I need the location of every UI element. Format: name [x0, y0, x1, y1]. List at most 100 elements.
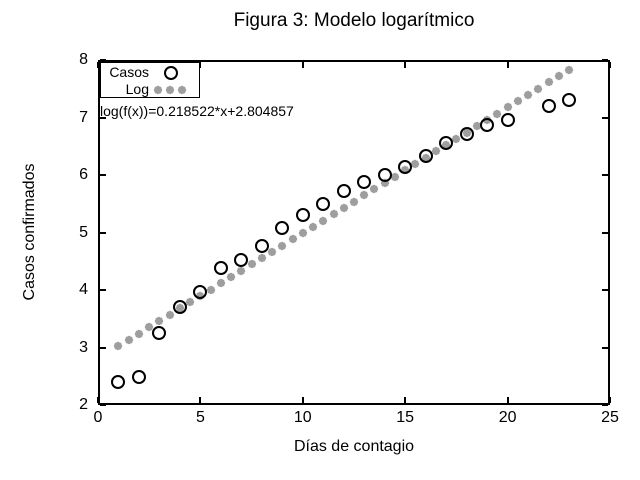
log-fit-dot — [360, 191, 368, 199]
y-tick-mark — [100, 346, 106, 349]
data-point-casos — [152, 325, 167, 340]
y-tick-label: 8 — [79, 51, 88, 68]
data-point-casos — [439, 136, 454, 151]
legend-label-log: Log — [125, 81, 149, 97]
y-axis-label: Casos confirmados — [21, 163, 38, 301]
y-tick-label: 5 — [79, 223, 88, 241]
x-tick-mark-top — [404, 62, 407, 68]
x-tick-mark — [404, 397, 407, 403]
data-point-casos — [418, 149, 433, 164]
log-fit-dot — [514, 97, 522, 105]
x-tick-mark-top — [199, 62, 202, 68]
data-point-casos — [131, 370, 146, 385]
y-tick-mark — [100, 59, 106, 61]
log-fit-dot — [370, 185, 378, 193]
data-point-casos — [193, 285, 208, 300]
y-tick-mark-right — [602, 116, 608, 119]
log-fit-dot — [155, 317, 163, 325]
y-tick-mark-right — [602, 59, 608, 61]
x-tick-mark — [301, 397, 304, 403]
log-fit-dot — [545, 78, 553, 86]
log-fit-dot — [299, 229, 307, 237]
y-tick-mark — [100, 116, 106, 119]
log-marker-icon — [154, 86, 162, 94]
log-fit-dot — [432, 147, 440, 155]
x-tick-label: 5 — [195, 409, 205, 426]
data-point-casos — [295, 208, 310, 223]
data-point-casos — [254, 239, 269, 254]
log-fit-dot — [524, 91, 532, 99]
x-tick-mark — [506, 397, 509, 403]
log-fit-dot — [125, 336, 133, 344]
log-fit-dot — [166, 311, 174, 319]
log-fit-dot — [504, 103, 512, 111]
x-tick-mark — [199, 397, 202, 403]
x-tick-label: 20 — [498, 409, 517, 426]
data-point-casos — [459, 127, 474, 142]
y-tick-mark — [100, 174, 106, 176]
log-fit-dot — [493, 110, 501, 118]
log-fit-dot — [135, 330, 143, 338]
chart-title: Figura 3: Modelo logarítmico — [233, 10, 475, 31]
x-tick-label: 25 — [601, 409, 619, 426]
log-fit-dot — [248, 260, 256, 268]
log-marker-icon — [178, 86, 186, 94]
log-fit-dot — [340, 204, 348, 212]
casos-marker-icon — [164, 66, 178, 80]
y-tick-label: 2 — [79, 396, 88, 413]
log-fit-dot — [473, 122, 481, 130]
data-point-casos — [316, 196, 331, 211]
data-point-casos — [562, 93, 577, 108]
log-fit-dot — [452, 135, 460, 143]
y-tick-mark-right — [602, 346, 608, 349]
data-point-casos — [500, 112, 515, 127]
data-point-casos — [111, 375, 126, 389]
data-point-casos — [172, 299, 187, 314]
log-fit-dot — [268, 248, 276, 256]
log-fit-dot — [278, 242, 286, 250]
log-fit-dot — [227, 273, 235, 281]
data-point-casos — [213, 261, 228, 276]
data-point-casos — [357, 175, 372, 190]
x-axis-label: Días de contagio — [293, 438, 415, 455]
y-tick-mark — [100, 289, 106, 291]
log-fit-dot — [114, 342, 122, 350]
log-fit-dot — [391, 173, 399, 181]
x-tick-mark-top — [609, 62, 611, 68]
legend-label-casos: Casos — [109, 64, 149, 80]
log-fit-dot — [258, 254, 266, 262]
log-fit-dot — [309, 223, 317, 231]
x-tick-label: 15 — [396, 409, 415, 426]
x-tick-mark — [609, 397, 611, 403]
data-point-casos — [336, 183, 351, 198]
y-tick-label: 3 — [79, 338, 88, 356]
legend: Casos Log — [100, 62, 200, 98]
y-tick-label: 6 — [79, 166, 88, 183]
y-tick-mark-right — [602, 231, 608, 234]
data-point-casos — [275, 220, 290, 235]
x-tick-label: 10 — [293, 409, 312, 426]
y-tick-label: 4 — [79, 281, 88, 298]
y-tick-label: 7 — [79, 108, 88, 126]
data-point-casos — [234, 252, 249, 267]
log-fit-dot — [145, 323, 153, 331]
log-fit-dot — [565, 66, 573, 74]
log-marker-icon — [166, 86, 174, 94]
log-fit-dot — [186, 298, 194, 306]
log-fit-dot — [411, 160, 419, 168]
log-fit-dot — [555, 72, 563, 80]
x-tick-mark-top — [301, 62, 304, 68]
fit-equation-label: log(f(x))=0.218522*x+2.804857 — [100, 103, 294, 119]
log-fit-dot — [319, 217, 327, 224]
y-tick-mark — [100, 404, 106, 406]
data-point-casos — [398, 159, 413, 174]
y-tick-mark-right — [602, 174, 608, 176]
x-tick-label: 0 — [93, 409, 103, 426]
log-fit-dot — [217, 279, 225, 287]
y-tick-mark-right — [602, 289, 608, 291]
log-fit-dot — [381, 179, 389, 187]
x-tick-mark — [97, 397, 99, 403]
y-tick-mark — [100, 231, 106, 234]
log-fit-dot — [350, 198, 358, 206]
